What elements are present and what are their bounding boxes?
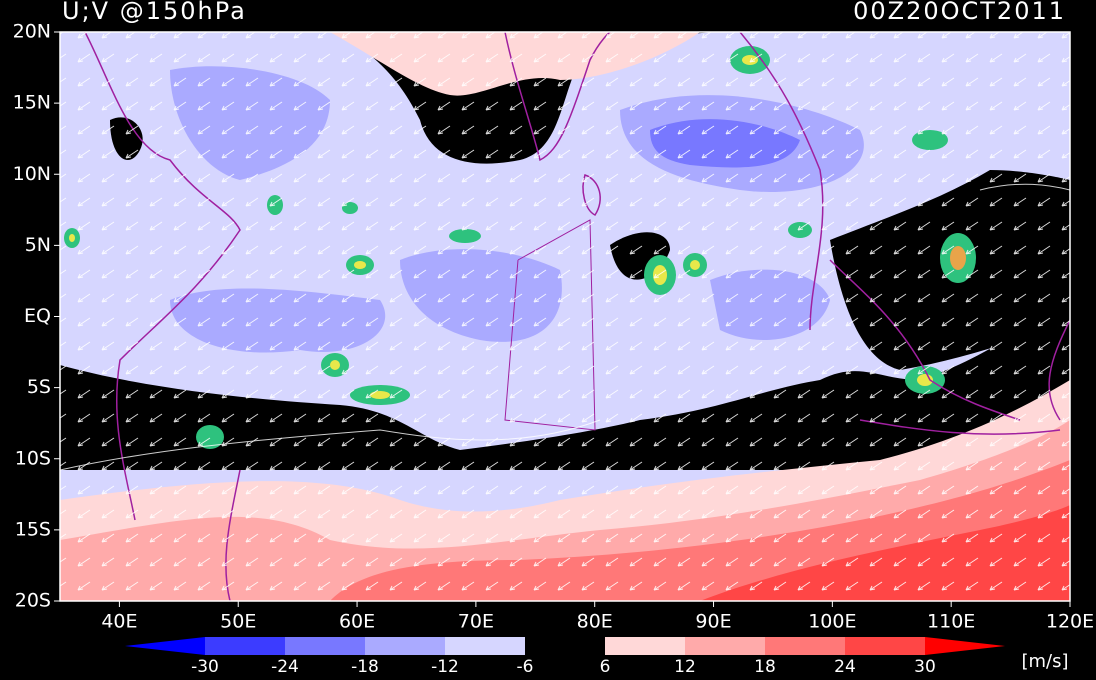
lat-tick-label: EQ <box>24 305 51 327</box>
colorbar-label: -30 <box>191 657 219 677</box>
colorbar-bin <box>685 637 765 655</box>
colorbar-bin <box>285 637 365 655</box>
colorbar-bin <box>205 637 285 655</box>
wind-vectors <box>60 32 1070 601</box>
lat-tick-label: 5N <box>25 234 51 256</box>
lat-tick-label: 15N <box>13 92 51 114</box>
colorbar-extend-low <box>125 637 205 655</box>
lat-tick-label: 20N <box>13 21 51 43</box>
lon-tick-label: 60E <box>339 611 375 633</box>
colorbar-bin <box>445 637 525 655</box>
colorbar-label: 12 <box>674 657 696 677</box>
lat-tick-label: 10S <box>15 447 51 469</box>
lat-tick-label: 5S <box>27 376 51 398</box>
colorbar-bin <box>845 637 925 655</box>
lon-tick-label: 80E <box>577 611 613 633</box>
colorbar-label: -18 <box>351 657 379 677</box>
time-label: 00Z20OCT2011 <box>853 0 1066 25</box>
lat-tick-label: 20S <box>15 590 51 612</box>
map-field <box>60 32 1070 601</box>
colorbar-extend-high <box>925 637 1005 655</box>
colorbar-label: -6 <box>517 657 534 677</box>
colorbar-bin <box>365 637 445 655</box>
colorbar-label: 24 <box>834 657 856 677</box>
colorbar-bin <box>765 637 845 655</box>
colorbar-label: 6 <box>600 657 611 677</box>
colorbar-label: 30 <box>914 657 936 677</box>
colorbar-label: -24 <box>271 657 299 677</box>
lon-tick-label: 110E <box>927 611 975 633</box>
lon-tick-label: 90E <box>695 611 731 633</box>
lon-tick-label: 50E <box>220 611 256 633</box>
lon-tick-label: 40E <box>101 611 137 633</box>
lat-tick-label: 10N <box>13 163 51 185</box>
lon-tick-label: 120E <box>1046 611 1094 633</box>
lon-tick-label: 100E <box>808 611 856 633</box>
colorbar-label: -12 <box>431 657 459 677</box>
colorbar-label: 18 <box>754 657 776 677</box>
colorbar-units: [m/s] <box>1021 651 1068 672</box>
lat-tick-label: 15S <box>15 518 51 540</box>
lon-tick-label: 70E <box>458 611 494 633</box>
colorbar-bin <box>605 637 685 655</box>
title: U;V @150hPa <box>62 0 247 25</box>
colorbar-bin <box>525 637 605 655</box>
